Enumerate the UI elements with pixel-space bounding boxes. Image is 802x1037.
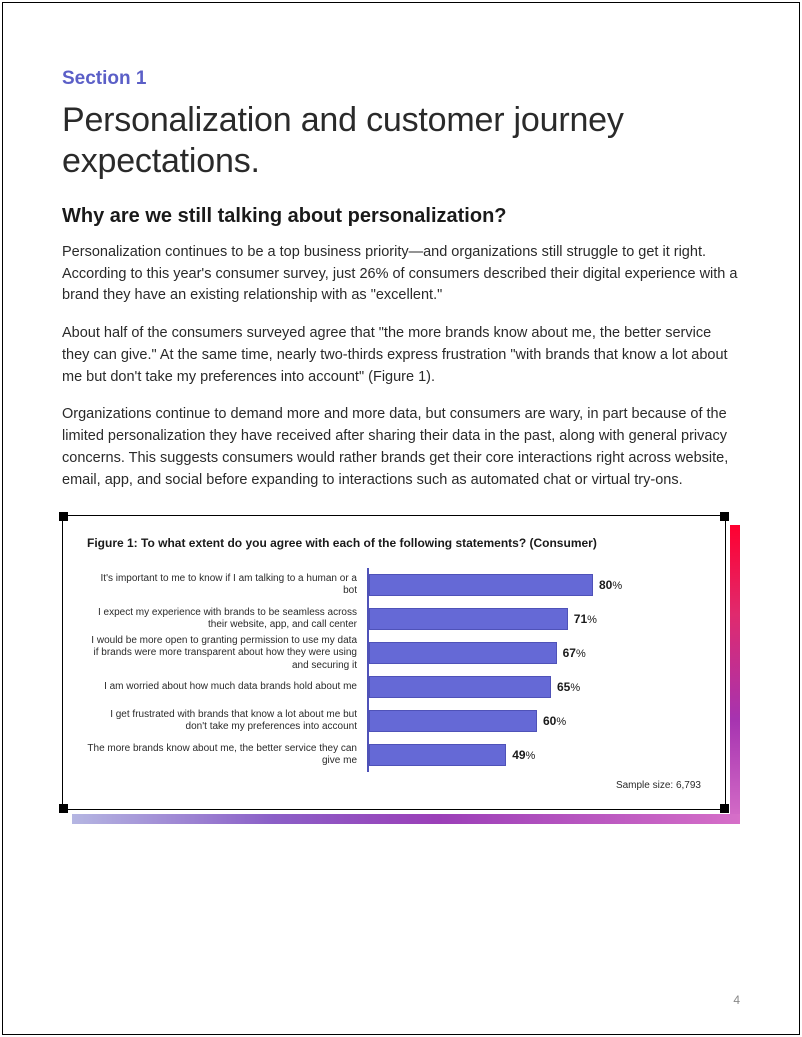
chart-label-row: I expect my experience with brands to be…	[87, 602, 367, 636]
chart-label-row: The more brands know about me, the bette…	[87, 738, 367, 772]
chart-bar	[369, 574, 593, 596]
chart-label: I get frustrated with brands that know a…	[87, 709, 367, 734]
figure-1-container: Figure 1: To what extent do you agree wi…	[62, 515, 740, 824]
chart-bar-row: 80%	[369, 568, 701, 602]
page-number: 4	[733, 993, 740, 1007]
chart-bar	[369, 676, 551, 698]
bar-chart: It's important to me to know if I am tal…	[87, 568, 701, 772]
chart-bar-row: 71%	[369, 602, 701, 636]
chart-label: I would be more open to granting permiss…	[87, 635, 367, 673]
chart-label-row: I get frustrated with brands that know a…	[87, 704, 367, 738]
chart-value-label: 65%	[557, 680, 580, 694]
chart-label-row: I am worried about how much data brands …	[87, 670, 367, 704]
chart-label: I am worried about how much data brands …	[87, 681, 367, 694]
chart-bar-row: 49%	[369, 738, 701, 772]
chart-label: The more brands know about me, the bette…	[87, 743, 367, 768]
figure-title: Figure 1: To what extent do you agree wi…	[87, 536, 701, 550]
corner-marker-br	[720, 804, 729, 813]
chart-bar-row: 67%	[369, 636, 701, 670]
chart-value-label: 80%	[599, 578, 622, 592]
chart-value-label: 49%	[512, 748, 535, 762]
figure-1-box: Figure 1: To what extent do you agree wi…	[62, 515, 726, 810]
chart-bars-column: 80% 71% 67% 65% 60% 49%	[369, 568, 701, 772]
chart-label-row: I would be more open to granting permiss…	[87, 636, 367, 670]
chart-value-label: 67%	[563, 646, 586, 660]
chart-bar	[369, 744, 506, 766]
gradient-accent-bottom	[72, 814, 740, 824]
sample-size-note: Sample size: 6,793	[87, 780, 701, 791]
chart-label-row: It's important to me to know if I am tal…	[87, 568, 367, 602]
corner-marker-tr	[720, 512, 729, 521]
chart-bar	[369, 642, 557, 664]
chart-value-label: 60%	[543, 714, 566, 728]
corner-marker-tl	[59, 512, 68, 521]
chart-bar	[369, 710, 537, 732]
chart-labels-column: It's important to me to know if I am tal…	[87, 568, 369, 772]
chart-bar-row: 60%	[369, 704, 701, 738]
gradient-accent-right	[730, 525, 740, 824]
chart-label: I expect my experience with brands to be…	[87, 607, 367, 632]
chart-label: It's important to me to know if I am tal…	[87, 573, 367, 598]
chart-value-label: 71%	[574, 612, 597, 626]
chart-bar	[369, 608, 568, 630]
corner-marker-bl	[59, 804, 68, 813]
chart-bar-row: 65%	[369, 670, 701, 704]
